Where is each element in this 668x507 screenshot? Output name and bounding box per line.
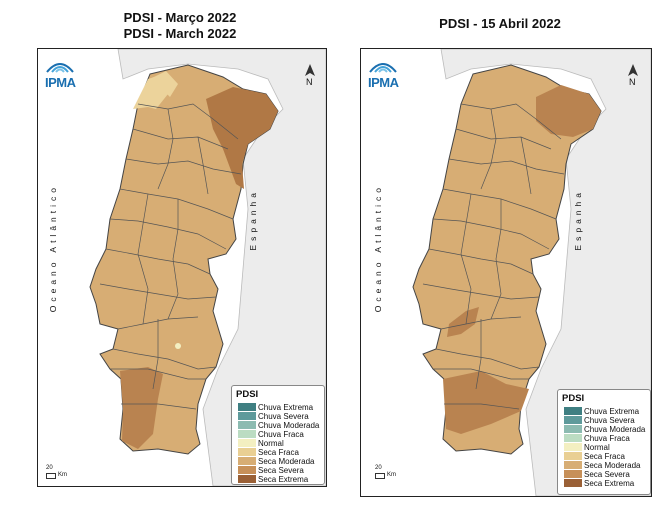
- legend-item: Chuva Moderada: [564, 425, 645, 434]
- north-label: N: [306, 77, 313, 87]
- legend-label: Normal: [584, 443, 610, 452]
- legend-item: Normal: [564, 443, 610, 452]
- left-map-title: PDSI - Março 2022 PDSI - March 2022: [60, 10, 300, 42]
- legend-label: Chuva Extrema: [584, 407, 640, 416]
- legend-item: Seca Severa: [238, 466, 304, 475]
- legend-swatch: [238, 457, 256, 465]
- north-label: N: [629, 77, 636, 87]
- legend-swatch: [564, 470, 582, 478]
- ipma-logo-arcs-icon: [46, 63, 74, 73]
- legend-swatch: [564, 416, 582, 424]
- legend-swatch: [238, 421, 256, 429]
- scale-bar: [375, 473, 385, 479]
- legend-label: Seca Moderada: [258, 457, 315, 466]
- spain-label: Espanha: [573, 189, 583, 251]
- scale-bar: [46, 473, 56, 479]
- ipma-logo-text: IPMA: [368, 75, 399, 90]
- legend-item: Seca Moderada: [564, 461, 640, 470]
- legend-label: Seca Severa: [258, 466, 304, 475]
- legend-item: Seca Moderada: [238, 457, 314, 466]
- legend-swatch: [564, 461, 582, 469]
- north-arrow-icon: [305, 64, 315, 76]
- legend-swatch: [238, 466, 256, 474]
- legend-label: Chuva Moderada: [584, 425, 646, 434]
- legend-item: Seca Severa: [564, 470, 630, 479]
- legend-swatch: [564, 434, 582, 442]
- legend-label: Seca Fraca: [258, 448, 299, 457]
- legend-swatch: [564, 452, 582, 460]
- scale-value: 20: [46, 465, 53, 471]
- legend-title: PDSI: [236, 389, 259, 400]
- legend-item: Chuva Moderada: [238, 421, 319, 430]
- right-map-title: PDSI - 15 Abril 2022: [439, 16, 561, 31]
- legend-label: Chuva Severa: [258, 412, 309, 421]
- legend-swatch: [564, 443, 582, 451]
- legend-label: Chuva Fraca: [258, 430, 304, 439]
- scale-unit: Km: [387, 472, 396, 478]
- legend-item: Chuva Severa: [564, 416, 635, 425]
- ipma-logo-text: IPMA: [45, 75, 76, 90]
- legend-item: Seca Fraca: [238, 448, 299, 457]
- legend-label: Chuva Extrema: [258, 403, 314, 412]
- legend-item: Chuva Extrema: [238, 403, 313, 412]
- legend-swatch: [238, 448, 256, 456]
- legend-swatch: [238, 439, 256, 447]
- legend-item: Chuva Extrema: [564, 407, 639, 416]
- right-portugal-map: [412, 49, 651, 496]
- legend-item: Seca Fraca: [564, 452, 625, 461]
- legend-title: PDSI: [562, 393, 585, 404]
- legend-swatch: [238, 475, 256, 483]
- ipma-logo: IPMA: [43, 56, 79, 90]
- legend-item: Chuva Fraca: [564, 434, 630, 443]
- legend-label: Seca Moderada: [584, 461, 641, 470]
- legend-swatch: [238, 403, 256, 411]
- legend-label: Seca Extrema: [584, 479, 635, 488]
- legend-swatch: [238, 430, 256, 438]
- legend-item: Chuva Severa: [238, 412, 309, 421]
- legend-label: Seca Severa: [584, 470, 630, 479]
- north-arrow-icon: [628, 64, 638, 76]
- legend-swatch: [564, 425, 582, 433]
- left-title-pt: PDSI - Março 2022: [123, 10, 237, 25]
- legend-label: Normal: [258, 439, 284, 448]
- scale-value: 20: [375, 465, 382, 471]
- legend-item: Chuva Fraca: [238, 430, 304, 439]
- legend-swatch: [564, 479, 582, 487]
- legend-label: Chuva Severa: [584, 416, 635, 425]
- legend-label: Chuva Moderada: [258, 421, 320, 430]
- legend-swatch: [564, 407, 582, 415]
- right-map-panel: IPMA N Oceano Atlântico Espanha 20 Km PD…: [360, 48, 652, 497]
- ocean-label: Oceano Atlântico: [48, 184, 58, 313]
- legend-label: Seca Fraca: [584, 452, 625, 461]
- spain-label: Espanha: [248, 189, 258, 251]
- legend-label: Chuva Fraca: [584, 434, 630, 443]
- legend-swatch: [238, 412, 256, 420]
- legend-item: Normal: [238, 439, 284, 448]
- legend-label: Seca Extrema: [258, 475, 309, 484]
- legend-left: PDSI Chuva Extrema Chuva Severa Chuva Mode…: [231, 385, 325, 485]
- left-title-en: PDSI - March 2022: [123, 26, 237, 41]
- ipma-logo-arcs-icon: [369, 63, 397, 73]
- ipma-logo: IPMA: [366, 56, 402, 90]
- ocean-label: Oceano Atlântico: [373, 184, 383, 313]
- left-map-panel: IPMA N Oceano Atlântico Espanha 20 Km PD…: [37, 48, 327, 487]
- legend-right: PDSI Chuva Extrema Chuva Severa Chuva Mode…: [557, 389, 651, 495]
- scale-unit: Km: [58, 472, 67, 478]
- left-portugal-map: [89, 49, 326, 486]
- legend-item: Seca Extrema: [238, 475, 308, 484]
- legend-item: Seca Extrema: [564, 479, 634, 488]
